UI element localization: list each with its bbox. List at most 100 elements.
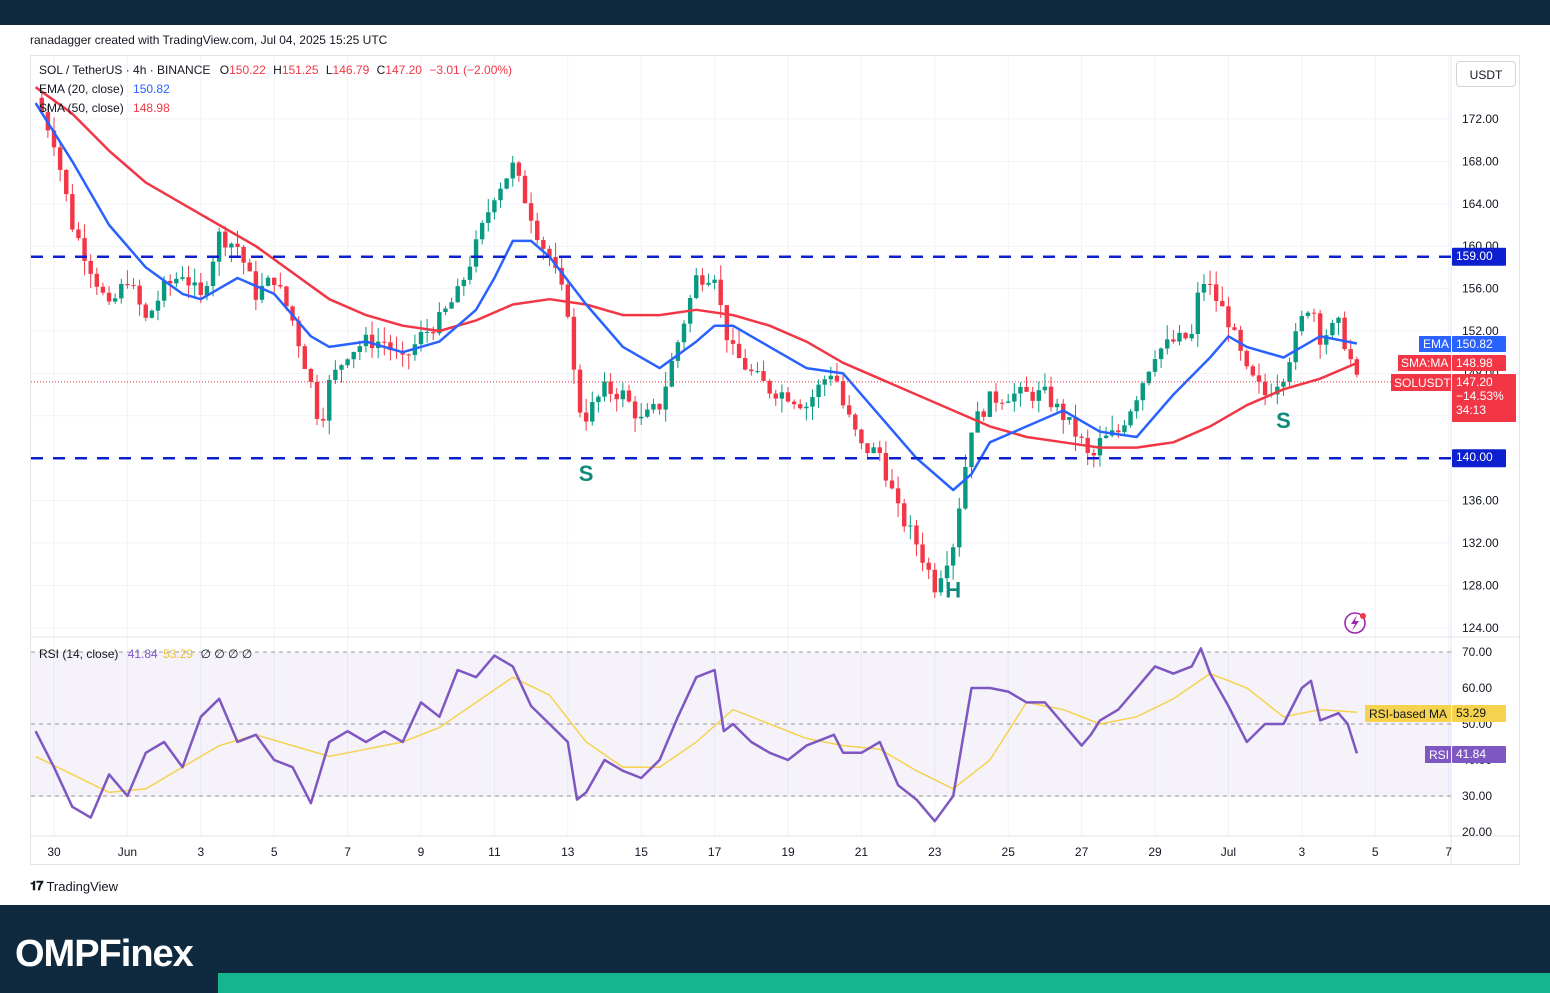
candle-body: [730, 340, 736, 344]
candle-body: [437, 312, 442, 334]
candle-body: [791, 401, 797, 405]
candle-body: [180, 277, 185, 279]
candle-body: [155, 300, 161, 311]
candle-body: [749, 369, 754, 372]
lightning-icon[interactable]: [1344, 612, 1366, 634]
candle-body: [284, 286, 289, 307]
candle-body: [675, 342, 681, 361]
candle-body: [1073, 417, 1078, 437]
candle-body: [229, 243, 234, 248]
price-tick-label: 152.00: [1462, 324, 1499, 338]
candle-body: [467, 266, 473, 280]
candle-body: [865, 443, 870, 454]
price-tick-label: 128.00: [1462, 578, 1499, 592]
rsi-line[interactable]: [34, 647, 1359, 823]
candle-body: [785, 392, 791, 402]
candle-body: [1048, 386, 1054, 408]
candle-body: [1042, 386, 1048, 391]
candle-body: [51, 130, 57, 148]
rsi-ma-badge: 53.29: [1452, 705, 1506, 722]
tradingview-logo-icon: 𝟏𝟕: [30, 878, 44, 893]
candle-body: [1128, 411, 1133, 426]
candle-body: [1226, 306, 1231, 328]
candle-body: [1152, 359, 1158, 372]
rsi-pane: [31, 647, 1451, 823]
candle-body: [528, 203, 534, 221]
candle-body: [535, 220, 540, 241]
candle-body: [1177, 332, 1182, 342]
candle-body: [590, 402, 595, 422]
sma-value: 148.98: [133, 101, 170, 115]
symbol-label: SOL / TetherUS · 4h · BINANCE: [39, 63, 211, 77]
ema-line[interactable]: [34, 102, 1358, 492]
symbol-tag-bg: [1391, 374, 1451, 391]
candle-body: [620, 390, 626, 400]
candle-body: [712, 279, 717, 283]
candle-body: [706, 282, 711, 285]
candle-body: [1146, 371, 1152, 384]
sma-line[interactable]: [34, 86, 1358, 449]
candle-body: [834, 375, 840, 382]
time-tick-label: Jun: [118, 845, 137, 859]
candle-body: [1171, 339, 1176, 342]
candles: [39, 89, 1360, 598]
candle-body: [902, 503, 907, 527]
candle-body: [1262, 381, 1268, 396]
candle-body: [473, 239, 479, 267]
time-tick-label: 21: [855, 845, 869, 859]
time-tick-label: 11: [488, 845, 501, 859]
open-value: 150.22: [229, 63, 266, 77]
candle-body: [779, 392, 785, 399]
change-value: −3.01 (−2.00%): [429, 63, 513, 77]
rsi-ma-tag-bg: [1365, 705, 1451, 722]
candle-body: [914, 525, 919, 545]
candle-body: [64, 169, 69, 195]
candle-body: [492, 200, 497, 213]
candle-body: [382, 341, 387, 343]
candle-body: [320, 418, 326, 421]
legend-rsi[interactable]: RSI (14, close) 41.84 53.29 ∅ ∅ ∅ ∅: [39, 647, 253, 661]
candle-body: [76, 229, 81, 239]
candle-body: [883, 452, 889, 481]
time-tick-label: 7: [1445, 845, 1452, 859]
candle-body: [742, 358, 748, 370]
candle-body: [969, 432, 974, 468]
candle-body: [272, 277, 277, 286]
candle-body: [1165, 339, 1170, 349]
legend-sma[interactable]: SMA (50, close) 148.98: [39, 101, 170, 115]
candle-body: [241, 246, 246, 263]
candle-body: [895, 488, 901, 504]
currency-button[interactable]: USDT: [1456, 61, 1516, 87]
candle-body: [950, 547, 956, 566]
candle-body: [351, 351, 356, 360]
candle-body: [345, 359, 350, 366]
candle-body: [333, 369, 338, 380]
candle-body: [235, 243, 240, 247]
candle-body: [1342, 317, 1347, 350]
candle-body: [223, 231, 228, 248]
candle-body: [877, 447, 882, 453]
candle-body: [1275, 386, 1280, 395]
candle-body: [327, 379, 332, 421]
candle-body: [1024, 386, 1029, 392]
candle-body: [1012, 393, 1017, 402]
candle-body: [1232, 327, 1237, 330]
candle-body: [461, 279, 467, 287]
candle-body: [143, 304, 148, 318]
rsi-ma-badge-text: 53.29: [1456, 706, 1486, 720]
candle-body: [486, 212, 491, 223]
candle-body: [1238, 329, 1243, 351]
support-badge-bg: [1452, 449, 1506, 468]
candle-body: [798, 404, 803, 409]
candle-body: [70, 194, 75, 230]
candle-body: [681, 323, 687, 343]
candle-body: [1054, 403, 1060, 408]
time-tick-label: 17: [708, 845, 722, 859]
legend-ema[interactable]: EMA (20, close) 150.82: [39, 82, 170, 96]
candle-body: [1256, 375, 1262, 382]
top-bar: [0, 0, 1550, 25]
candle-body: [1250, 366, 1256, 376]
candle-body: [510, 162, 515, 179]
time-tick-label: 5: [271, 845, 278, 859]
